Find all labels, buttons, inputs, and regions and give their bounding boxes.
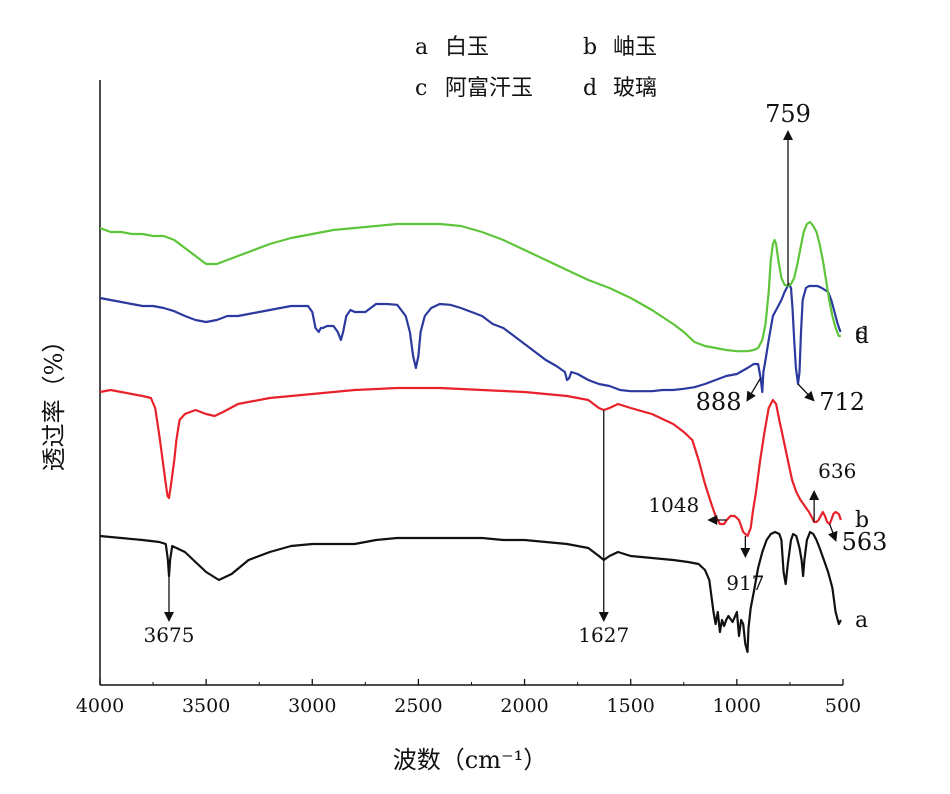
y-axis-title: 透过率（%） bbox=[40, 329, 68, 472]
x-tick-label: 3000 bbox=[288, 695, 336, 717]
x-tick-label: 2000 bbox=[500, 695, 548, 717]
annotations: 3675 1627 759 888 712 636 1048 917 563 bbox=[144, 100, 888, 647]
series-label-d: d bbox=[855, 324, 869, 349]
annotation-arrow bbox=[746, 377, 762, 402]
x-tick-label: 3500 bbox=[182, 695, 230, 717]
x-tick-label: 1500 bbox=[607, 695, 655, 717]
legend-label-a: 白玉 bbox=[445, 35, 489, 60]
series-line-b bbox=[99, 386, 842, 538]
annotation-label: 759 bbox=[765, 100, 811, 128]
annotation-label: 563 bbox=[842, 528, 888, 556]
annotation-arrow bbox=[828, 523, 838, 542]
annotation-label: 712 bbox=[819, 388, 865, 416]
x-axis-title: 波数（cm⁻¹） bbox=[393, 746, 548, 774]
legend-label-d: 玻璃 bbox=[613, 76, 657, 101]
annotation-label: 1048 bbox=[648, 493, 699, 517]
series-label-a: a bbox=[855, 608, 868, 633]
legend-key-b: b bbox=[583, 35, 597, 60]
series-line-d bbox=[99, 220, 841, 353]
annotation-arrow bbox=[797, 383, 815, 402]
annotation-label: 888 bbox=[696, 388, 742, 416]
x-tick-label: 4000 bbox=[76, 695, 124, 717]
series-line-a bbox=[99, 530, 842, 654]
annotation-label: 1627 bbox=[578, 623, 629, 647]
legend-label-b: 岫玉 bbox=[613, 35, 657, 60]
x-tick-label: 500 bbox=[825, 695, 861, 717]
curves: a b cd bbox=[99, 220, 869, 654]
x-tick-label: 1000 bbox=[713, 695, 761, 717]
legend-label-c: 阿富汗玉 bbox=[445, 76, 533, 101]
annotation-label: 3675 bbox=[144, 623, 195, 647]
annotation-label: 917 bbox=[726, 571, 764, 595]
x-tick-label: 2500 bbox=[394, 695, 442, 717]
annotation-label: 636 bbox=[818, 459, 856, 483]
series-line-c bbox=[99, 282, 842, 394]
series-label-c: c bbox=[855, 320, 867, 345]
legend-key-c: c bbox=[415, 76, 427, 101]
series-label-b: b bbox=[855, 508, 869, 533]
axes: 4000 3500 3000 2500 2000 1500 1000 500 bbox=[76, 80, 861, 717]
legend: a 白玉 b 岫玉 c 阿富汗玉 d 玻璃 bbox=[415, 35, 657, 101]
legend-key-a: a bbox=[415, 35, 428, 60]
legend-key-d: d bbox=[583, 76, 597, 101]
